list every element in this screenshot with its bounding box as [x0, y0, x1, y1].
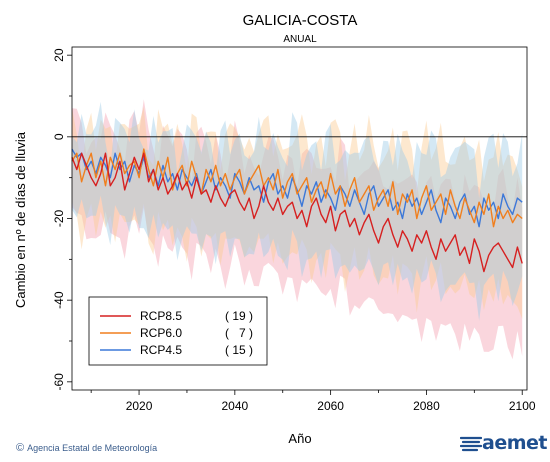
- y-tick-label: -40: [52, 291, 66, 309]
- x-axis: 2020 2040 2060 2080 2100: [90, 390, 536, 413]
- x-tick-label: 2020: [126, 399, 153, 413]
- x-tick-label: 2080: [413, 399, 440, 413]
- spread-bands: [72, 99, 523, 360]
- legend-count-rcp85: ( 19 ): [225, 309, 253, 323]
- x-tick-label: 2060: [317, 399, 344, 413]
- spread-band-rcp85: [72, 99, 523, 360]
- x-axis-label: Año: [288, 431, 311, 446]
- legend-count-rcp45: ( 15 ): [225, 343, 253, 357]
- y-tick-label: -20: [52, 210, 66, 228]
- y-tick-label: -60: [52, 373, 66, 391]
- legend-box: [88, 296, 268, 366]
- aemet-wordmark: aemet: [482, 432, 547, 454]
- aemet-logo: aemet: [460, 432, 548, 456]
- x-tick-label: 2100: [509, 399, 536, 413]
- series-line-rcp60: [71, 148, 523, 228]
- copyright-symbol: ©: [16, 442, 25, 454]
- footer-credit: © Agencia Estatal de Meteorología: [16, 442, 157, 454]
- legend: RCP8.5 ( 19 ) RCP6.0 ( 7 ) RCP4.5 ( 15 ): [88, 296, 268, 366]
- y-axis-label: Cambio en nº de días de lluvia: [13, 131, 28, 308]
- legend-item-rcp45: RCP4.5 ( 15 ): [100, 343, 253, 357]
- legend-label-rcp45: RCP4.5: [140, 343, 182, 357]
- legend-item-rcp85: RCP8.5 ( 19 ): [100, 309, 253, 323]
- spread-band-rcp45: [72, 101, 523, 321]
- legend-label-rcp85: RCP8.5: [140, 309, 182, 323]
- x-tick-label: 2040: [221, 399, 248, 413]
- series-lines: [71, 148, 523, 273]
- legend-item-rcp60: RCP6.0 ( 7 ): [100, 326, 253, 340]
- y-tick-label: 0: [52, 133, 66, 140]
- spread-band-rcp60: [72, 106, 523, 319]
- chart-title: GALICIA-COSTA: [243, 12, 358, 29]
- y-axis: 20 0 -20 -40 -60: [52, 48, 72, 391]
- y-tick-label: 20: [52, 48, 66, 62]
- legend-label-rcp60: RCP6.0: [140, 326, 182, 340]
- aemet-logo-icon: [460, 436, 482, 452]
- legend-count-rcp60: ( 7 ): [225, 326, 253, 340]
- series-line-rcp85: [71, 152, 523, 273]
- chart-subtitle: ANUAL: [283, 34, 317, 45]
- agency-name: Agencia Estatal de Meteorología: [27, 443, 158, 453]
